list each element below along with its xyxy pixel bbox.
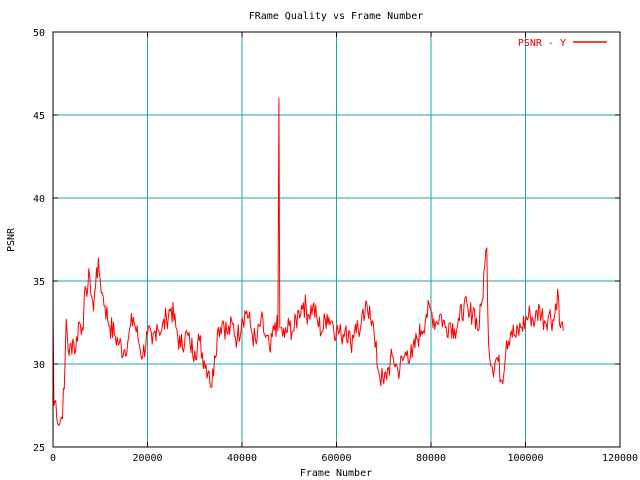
x-tick-label: 20000 [132,453,162,464]
axis-ticks [52,31,621,448]
y-tick-label: 35 [33,277,45,288]
x-tick-label: 60000 [321,453,351,464]
chart-title: FRame Quality vs Frame Number [249,11,424,22]
x-tick-label: 0 [50,453,56,464]
y-tick-label: 25 [33,443,45,454]
grid-lines [53,32,620,447]
y-tick-label: 50 [33,28,45,39]
y-tick-label: 30 [33,360,45,371]
x-tick-label: 40000 [227,453,257,464]
x-tick-label: 120000 [602,453,638,464]
y-tick-labels: 25 30 35 40 45 50 [33,28,45,454]
legend: PSNR - Y [518,38,607,49]
x-axis-label: Frame Number [300,468,372,479]
y-tick-label: 45 [33,111,45,122]
y-tick-label: 40 [33,194,45,205]
x-tick-label: 100000 [507,453,543,464]
y-axis-label: PSNR [6,227,17,252]
series-layer [52,97,564,426]
legend-label: PSNR - Y [518,38,566,49]
x-tick-label: 80000 [416,453,446,464]
x-tick-labels: 0 20000 40000 60000 80000 100000 120000 [50,453,638,464]
psnr-y-series-line [52,97,564,426]
